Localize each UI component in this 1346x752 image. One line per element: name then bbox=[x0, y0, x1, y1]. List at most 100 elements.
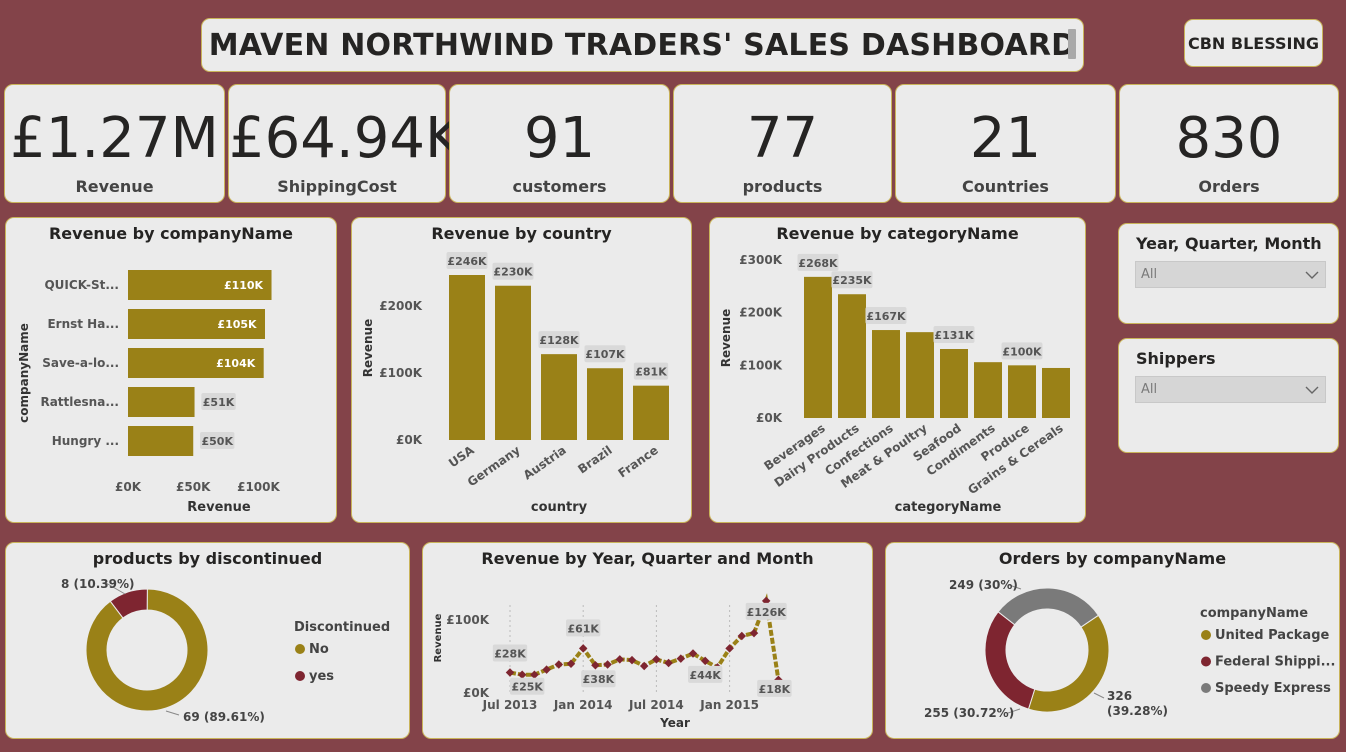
chart-products-by-discontinued[interactable]: products by discontinued 8 (10.39%) 69 (8… bbox=[5, 542, 410, 739]
kpi-label: Countries bbox=[962, 177, 1049, 196]
y-axis-label: Revenue bbox=[361, 319, 375, 378]
data-point bbox=[542, 665, 551, 674]
chart-title: Orders by companyName bbox=[998, 549, 1227, 568]
bar bbox=[1042, 367, 1070, 418]
data-label: (39.28%) bbox=[1107, 704, 1168, 718]
chart-revenue-by-category[interactable]: Revenue by categoryName Revenue categoryN… bbox=[709, 217, 1086, 523]
kpi-value: 91 bbox=[523, 106, 596, 171]
bar bbox=[1008, 365, 1036, 418]
x-axis-label: categoryName bbox=[895, 500, 1002, 515]
x-tick-label: Jan 2015 bbox=[699, 698, 759, 712]
kpi-card-orders: 830 Orders bbox=[1119, 84, 1339, 203]
data-label: £28K bbox=[494, 648, 526, 661]
data-label-bg bbox=[492, 644, 528, 662]
donut-slice bbox=[85, 588, 209, 712]
bar bbox=[128, 348, 264, 378]
data-label: £18K bbox=[759, 683, 791, 696]
author-badge: CBN BLESSING bbox=[1184, 19, 1323, 67]
legend-marker bbox=[1201, 656, 1211, 667]
bar bbox=[633, 385, 669, 440]
title-banner: MAVEN NORTHWIND TRADERS' SALES DASHBOARD bbox=[201, 18, 1084, 72]
bar bbox=[128, 270, 272, 300]
data-label-bg bbox=[492, 262, 534, 280]
slicer-date: Year, Quarter, Month All bbox=[1118, 223, 1339, 324]
chart-revenue-by-country[interactable]: Revenue by country Revenue country £0K £100… bbox=[351, 217, 692, 523]
x-axis-label: Revenue bbox=[187, 500, 251, 515]
data-point bbox=[737, 631, 747, 641]
leader-line bbox=[1008, 584, 1022, 590]
title-scrollbar[interactable] bbox=[1068, 29, 1076, 59]
y-tick-label: QUICK-St... bbox=[44, 278, 119, 292]
data-label: £51K bbox=[203, 396, 235, 409]
data-point bbox=[578, 644, 588, 653]
leader-line bbox=[105, 582, 126, 595]
data-label: 326 bbox=[1107, 689, 1132, 703]
bar bbox=[128, 309, 265, 339]
data-label: £81K bbox=[635, 366, 667, 379]
data-label: £246K bbox=[447, 255, 487, 268]
kpi-label: ShippingCost bbox=[277, 177, 397, 196]
data-label-bg bbox=[201, 393, 236, 410]
x-axis-label: country bbox=[531, 500, 588, 515]
chart-revenue-by-company[interactable]: Revenue by companyName companyName Revenu… bbox=[5, 217, 337, 523]
y-tick-label: Rattlesna... bbox=[40, 395, 119, 409]
date-dropdown[interactable]: All bbox=[1135, 261, 1326, 288]
data-point bbox=[627, 655, 637, 665]
chevron-down-icon bbox=[1305, 271, 1319, 279]
chart-title: products by discontinued bbox=[92, 549, 323, 568]
data-label: £230K bbox=[493, 266, 533, 279]
dropdown-value: All bbox=[1141, 382, 1158, 397]
y-tick-label: Hungry ... bbox=[52, 434, 119, 448]
data-label: £110K bbox=[224, 279, 264, 292]
discontinued-donut-chart: 8 (10.39%) 69 (89.61%) Discontinued No yes bbox=[61, 577, 390, 724]
data-label: £126K bbox=[747, 606, 787, 619]
data-point bbox=[554, 660, 564, 669]
data-label-bg bbox=[538, 331, 580, 349]
data-label-bg bbox=[797, 253, 839, 271]
x-tick-label: USA bbox=[446, 443, 477, 471]
x-tick-label: Jan 2014 bbox=[553, 698, 613, 712]
legend-title: Discontinued bbox=[294, 620, 390, 635]
legend-title: companyName bbox=[1200, 606, 1308, 621]
kpi-value: 77 bbox=[746, 106, 819, 171]
data-label: £100K bbox=[1002, 345, 1042, 358]
data-point bbox=[517, 670, 527, 679]
legend-label: No bbox=[309, 642, 329, 657]
data-label-bg bbox=[584, 345, 626, 363]
x-tick-label: Brazil bbox=[575, 443, 614, 476]
kpi-value: 21 bbox=[969, 106, 1042, 171]
data-label-bg bbox=[1001, 342, 1043, 360]
y-tick-label: £100K bbox=[739, 358, 782, 372]
x-tick-label: £50K bbox=[176, 480, 211, 494]
kpi-label: Revenue bbox=[75, 177, 154, 196]
data-label: £44K bbox=[689, 669, 721, 682]
data-label: £50K bbox=[201, 435, 233, 448]
x-axis-label: Year bbox=[659, 716, 690, 730]
chart-title: Revenue by companyName bbox=[48, 224, 294, 243]
data-label: £25K bbox=[511, 681, 543, 694]
chart-orders-by-shipper[interactable]: Orders by companyName 249 (30%) 255 (30.7… bbox=[885, 542, 1340, 739]
legend-marker bbox=[295, 671, 305, 681]
kpi-value: 830 bbox=[1175, 106, 1283, 171]
chart-revenue-by-month[interactable]: Revenue by Year, Quarter and Month Reven… bbox=[422, 542, 873, 739]
y-tick-label: £0K bbox=[463, 686, 490, 700]
kpi-label: Orders bbox=[1198, 177, 1260, 196]
data-label: 249 (30%) bbox=[949, 578, 1018, 592]
data-label: £167K bbox=[866, 310, 906, 323]
shippers-dropdown[interactable]: All bbox=[1135, 376, 1326, 403]
chart-title: Revenue by categoryName bbox=[776, 224, 1019, 243]
data-label: £61K bbox=[567, 622, 599, 635]
y-tick-label: £200K bbox=[379, 299, 422, 313]
kpi-value: £64.94K bbox=[229, 106, 462, 171]
data-label: £107K bbox=[585, 348, 625, 361]
chart-title: Revenue by country bbox=[431, 224, 612, 243]
x-tick-label: £100K bbox=[237, 480, 280, 494]
y-tick-label: Save-a-lo... bbox=[42, 356, 119, 370]
bar bbox=[449, 275, 485, 440]
x-tick-label: Austria bbox=[521, 443, 569, 482]
leader-line bbox=[1007, 708, 1021, 714]
data-label-bg bbox=[446, 252, 488, 269]
legend-marker bbox=[1201, 630, 1211, 640]
bar bbox=[128, 426, 194, 456]
orders-donut-chart: 249 (30%) 255 (30.72%) 326(39.28%) companyN… bbox=[924, 578, 1335, 720]
